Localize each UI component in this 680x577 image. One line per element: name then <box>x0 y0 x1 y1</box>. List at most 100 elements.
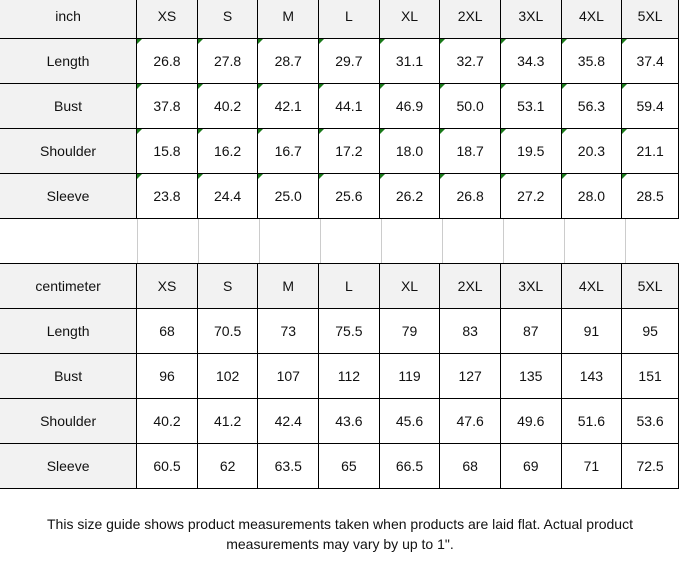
measurement-cell: 59.4 <box>621 83 679 129</box>
measurement-cell: 56.3 <box>560 83 623 129</box>
header-row: centimeter XS S M L XL 2XL 3XL 4XL 5XL <box>0 263 679 309</box>
table-row: Length 26.8 27.8 28.7 29.7 31.1 32.7 34.3 35.8 37… <box>0 38 679 84</box>
grid-line <box>625 219 626 263</box>
size-header: S <box>196 0 259 39</box>
measurement-cell: 19.5 <box>499 128 562 174</box>
measurement-cell: 29.7 <box>318 38 380 84</box>
measurement-cell: 73 <box>257 308 320 354</box>
measurement-cell: 44.1 <box>318 83 380 129</box>
size-header: 4XL <box>560 0 623 39</box>
header-row: inch XS S M L XL 2XL 3XL 4XL 5XL <box>0 0 679 39</box>
measurement-cell: 68 <box>136 308 198 354</box>
size-header: L <box>318 263 380 309</box>
size-header: M <box>257 263 320 309</box>
measurement-cell: 53.1 <box>499 83 562 129</box>
measurement-cell: 34.3 <box>499 38 562 84</box>
measurement-label: Length <box>0 308 138 354</box>
measurement-cell: 47.6 <box>439 398 501 444</box>
measurement-cell: 16.2 <box>196 128 259 174</box>
measurement-cell: 42.1 <box>257 83 320 129</box>
table-row: Sleeve 23.8 24.4 25.0 25.6 26.2 26.8 27.2 28.0 28… <box>0 173 679 219</box>
measurement-label: Length <box>0 38 138 84</box>
measurement-cell: 43.6 <box>318 398 380 444</box>
measurement-cell: 87 <box>499 308 562 354</box>
centimeter-size-table: centimeter XS S M L XL 2XL 3XL 4XL 5XL Length 68 70.… <box>0 263 679 489</box>
measurement-cell: 151 <box>621 353 679 399</box>
measurement-label: Bust <box>0 83 138 129</box>
size-header: 5XL <box>621 0 679 39</box>
measurement-cell: 119 <box>378 353 441 399</box>
measurement-cell: 102 <box>196 353 259 399</box>
measurement-cell: 46.9 <box>378 83 441 129</box>
measurement-cell: 50.0 <box>439 83 501 129</box>
measurement-cell: 18.7 <box>439 128 501 174</box>
measurement-cell: 69 <box>499 443 562 489</box>
inch-size-table: inch XS S M L XL 2XL 3XL 4XL 5XL Length 26.8 27.8 28.… <box>0 0 679 219</box>
measurement-cell: 51.6 <box>560 398 623 444</box>
size-header: XS <box>136 0 198 39</box>
measurement-cell: 40.2 <box>196 83 259 129</box>
grid-line <box>503 219 504 263</box>
measurement-cell: 16.7 <box>257 128 320 174</box>
measurement-cell: 49.6 <box>499 398 562 444</box>
measurement-label: Sleeve <box>0 173 138 219</box>
size-header: XS <box>136 263 198 309</box>
measurement-cell: 62 <box>196 443 259 489</box>
table-row: Shoulder 15.8 16.2 16.7 17.2 18.0 18.7 19.5 20.3… <box>0 128 679 174</box>
measurement-cell: 127 <box>439 353 501 399</box>
measurement-cell: 143 <box>560 353 623 399</box>
grid-line <box>442 219 443 263</box>
size-header: XL <box>378 263 441 309</box>
size-header: L <box>318 0 380 39</box>
measurement-cell: 31.1 <box>378 38 441 84</box>
size-header: M <box>257 0 320 39</box>
measurement-cell: 65 <box>318 443 380 489</box>
size-header: XL <box>378 0 441 39</box>
measurement-cell: 17.2 <box>318 128 380 174</box>
measurement-cell: 28.0 <box>560 173 623 219</box>
measurement-cell: 96 <box>136 353 198 399</box>
grid-line <box>381 219 382 263</box>
measurement-cell: 20.3 <box>560 128 623 174</box>
measurement-cell: 63.5 <box>257 443 320 489</box>
measurement-cell: 42.4 <box>257 398 320 444</box>
measurement-label: Sleeve <box>0 443 138 489</box>
measurement-cell: 21.1 <box>621 128 679 174</box>
measurement-cell: 37.8 <box>136 83 198 129</box>
grid-line <box>320 219 321 263</box>
size-header: 4XL <box>560 263 623 309</box>
measurement-cell: 68 <box>439 443 501 489</box>
measurement-cell: 112 <box>318 353 380 399</box>
grid-line <box>198 219 199 263</box>
measurement-cell: 75.5 <box>318 308 380 354</box>
size-header: 2XL <box>439 263 501 309</box>
measurement-cell: 25.0 <box>257 173 320 219</box>
measurement-cell: 15.8 <box>136 128 198 174</box>
measurement-cell: 107 <box>257 353 320 399</box>
measurement-cell: 26.8 <box>136 38 198 84</box>
measurement-cell: 45.6 <box>378 398 441 444</box>
measurement-cell: 35.8 <box>560 38 623 84</box>
measurement-cell: 24.4 <box>196 173 259 219</box>
unit-label: inch <box>0 0 138 39</box>
measurement-cell: 32.7 <box>439 38 501 84</box>
measurement-cell: 26.8 <box>439 173 501 219</box>
size-header: S <box>196 263 259 309</box>
table-row: Bust 37.8 40.2 42.1 44.1 46.9 50.0 53.1 56.3 59.4 <box>0 83 679 129</box>
measurement-cell: 27.8 <box>196 38 259 84</box>
measurement-cell: 66.5 <box>378 443 441 489</box>
measurement-cell: 83 <box>439 308 501 354</box>
measurement-cell: 27.2 <box>499 173 562 219</box>
size-header: 2XL <box>439 0 501 39</box>
measurement-cell: 95 <box>621 308 679 354</box>
table-row: Length 68 70.5 73 75.5 79 83 87 91 95 <box>0 308 679 354</box>
measurement-label: Bust <box>0 353 138 399</box>
size-header: 3XL <box>499 263 562 309</box>
grid-line <box>137 219 138 263</box>
measurement-cell: 28.5 <box>621 173 679 219</box>
table-row: Bust 96 102 107 112 119 127 135 143 151 <box>0 353 679 399</box>
measurement-label: Shoulder <box>0 128 138 174</box>
measurement-cell: 37.4 <box>621 38 679 84</box>
measurement-cell: 41.2 <box>196 398 259 444</box>
measurement-cell: 71 <box>560 443 623 489</box>
